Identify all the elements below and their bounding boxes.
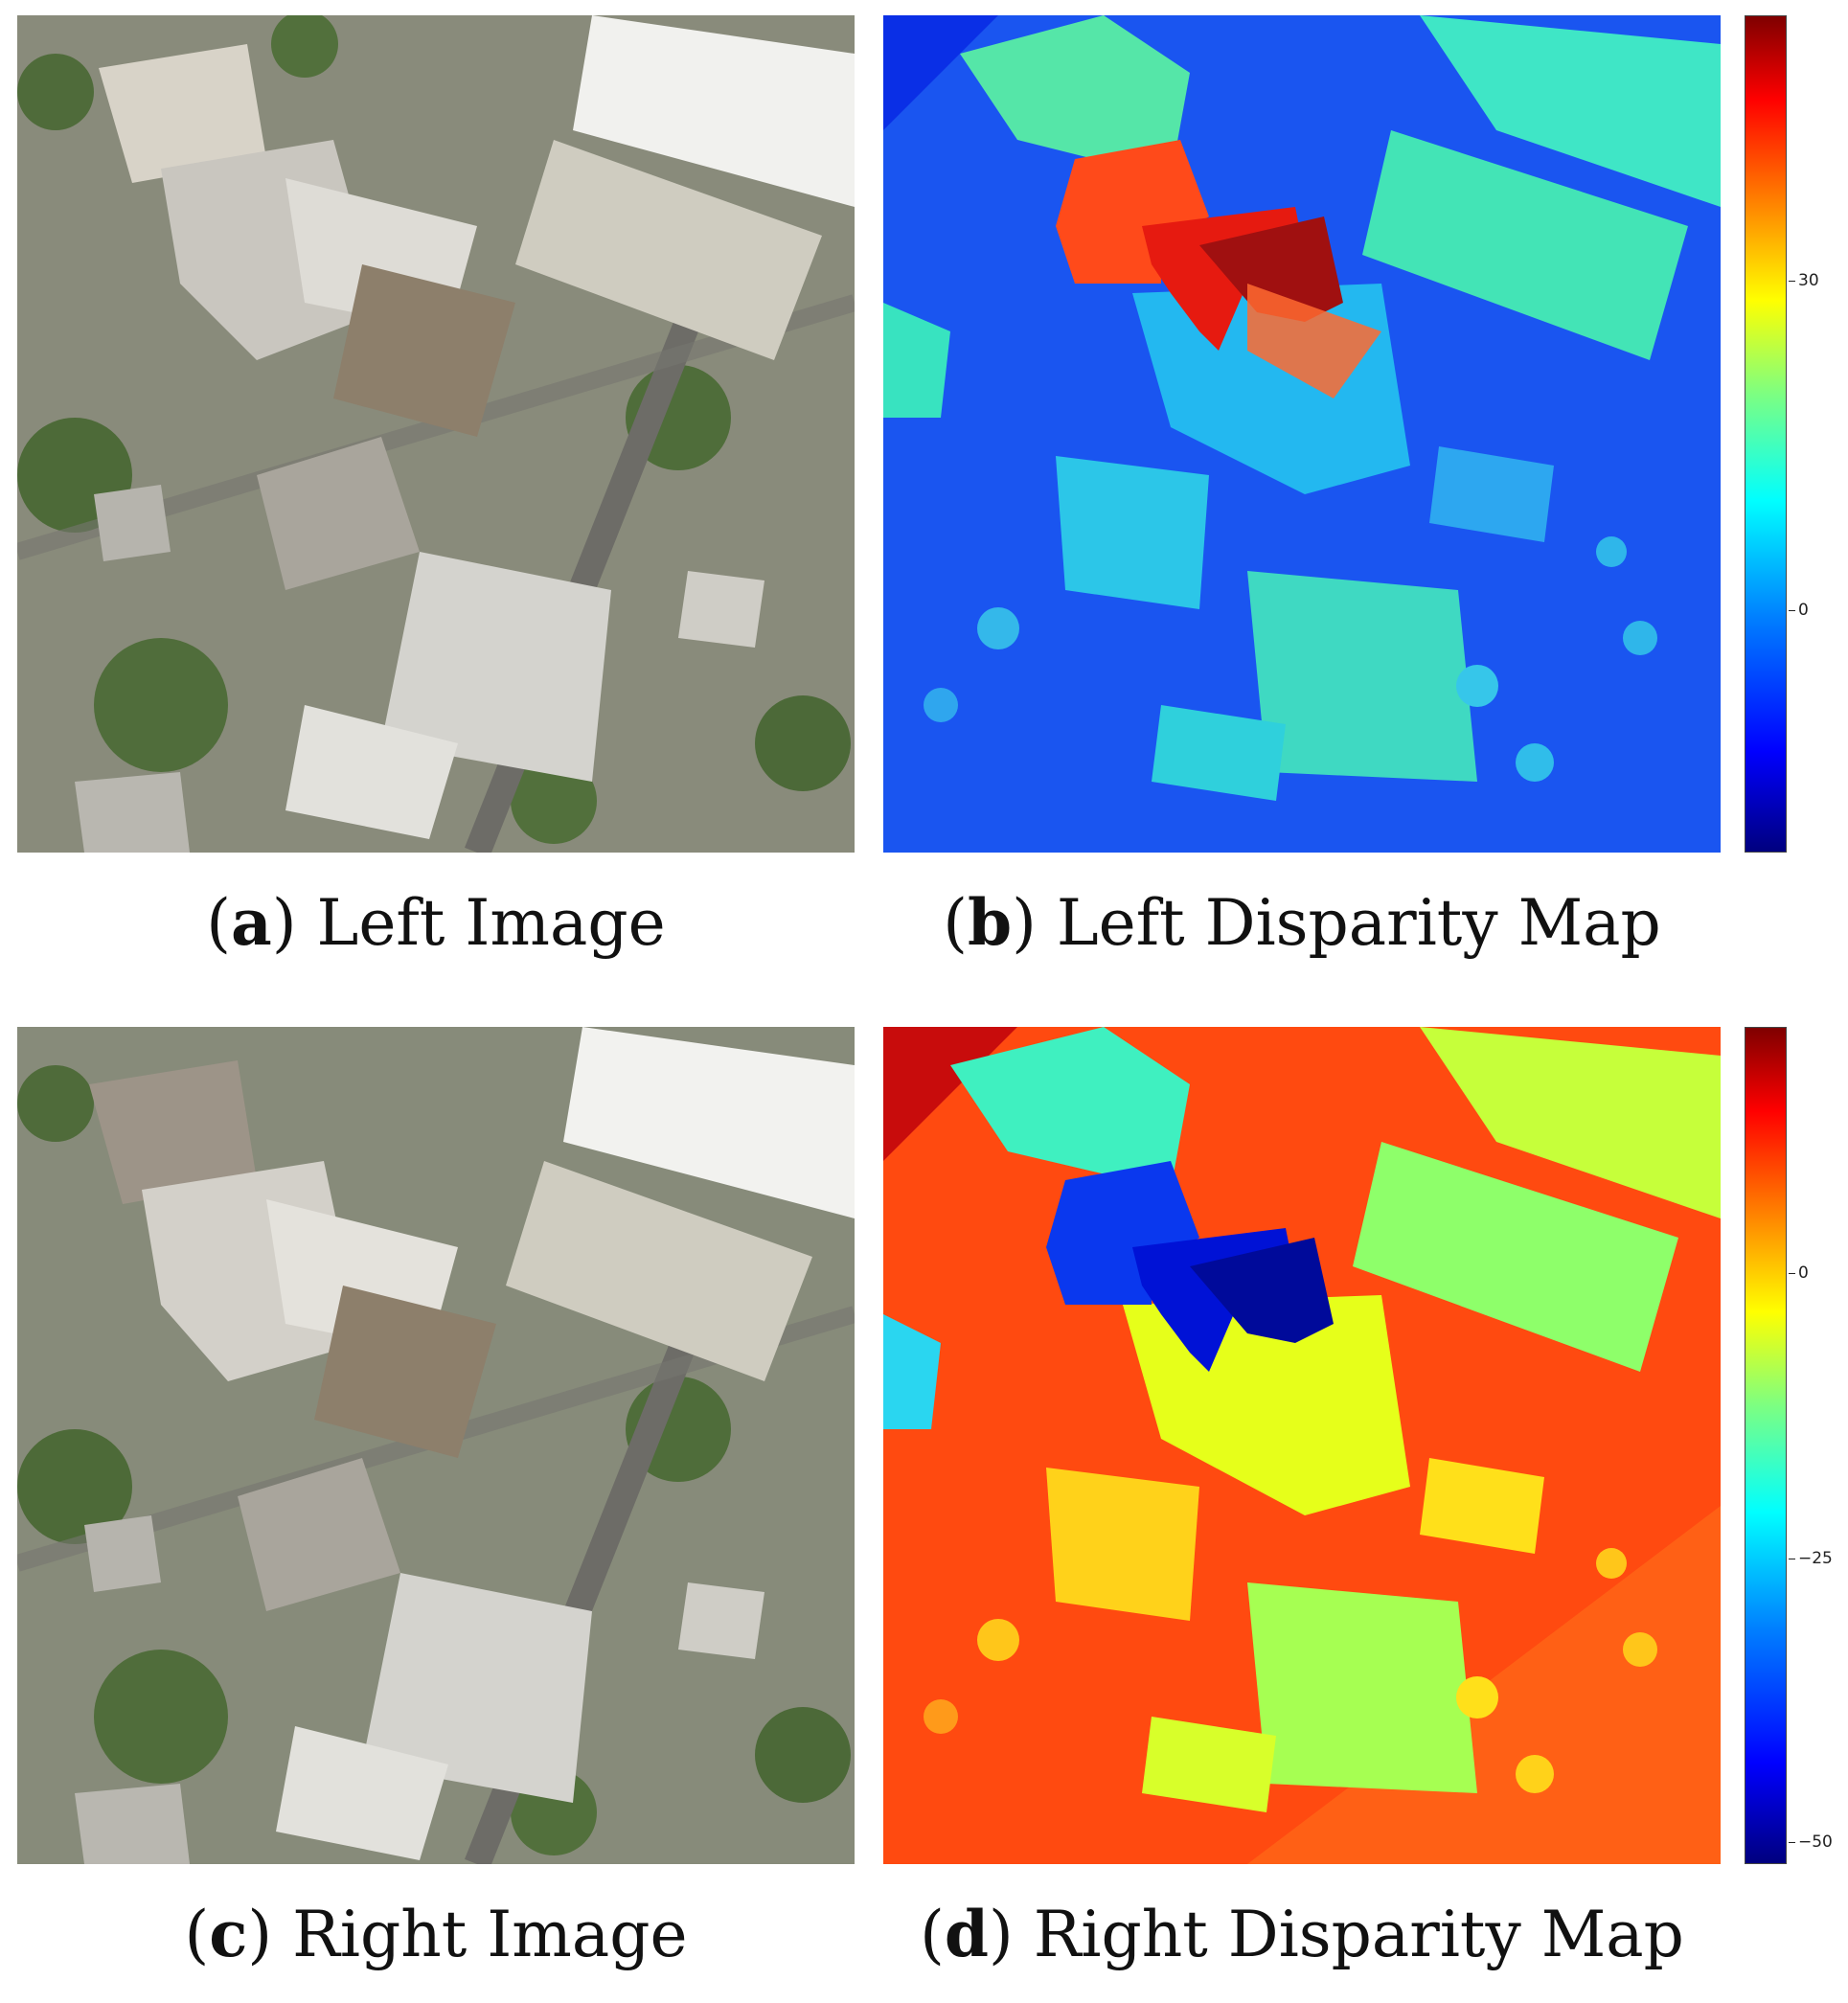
colorbar-b-tick-0: 0 xyxy=(1789,601,1809,620)
right-image xyxy=(17,1027,855,1864)
colorbar-b-tick-30: 30 xyxy=(1789,271,1819,290)
caption-d: (d) Right Disparity Map xyxy=(920,1897,1684,1971)
right-aerial-photo xyxy=(17,1027,855,1864)
left-disparity-heatmap xyxy=(883,15,1721,853)
caption-b: (b) Left Disparity Map xyxy=(943,885,1661,960)
colorbar-b xyxy=(1745,15,1787,853)
colorbar-d-tick-minus50: −50 xyxy=(1789,1832,1833,1852)
left-disparity-map xyxy=(883,15,1721,853)
colorbar-d-tick-minus25: −25 xyxy=(1789,1549,1833,1568)
left-image xyxy=(17,15,855,853)
left-aerial-photo xyxy=(17,15,855,853)
right-disparity-heatmap xyxy=(883,1027,1721,1864)
colorbar-d xyxy=(1745,1027,1787,1864)
right-disparity-map xyxy=(883,1027,1721,1864)
caption-a: (a) Left Image xyxy=(206,885,666,960)
colorbar-d-tick-0: 0 xyxy=(1789,1263,1809,1283)
caption-c: (c) Right Image xyxy=(184,1897,688,1971)
